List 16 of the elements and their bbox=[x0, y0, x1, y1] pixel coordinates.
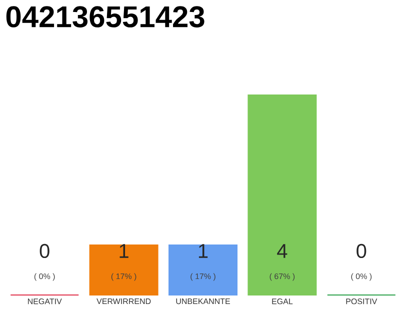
x-tick-label: POSITIV bbox=[346, 298, 378, 304]
data-label: 0 bbox=[356, 244, 366, 258]
annotation: ( 0% ) bbox=[351, 273, 372, 281]
x-tick-label: VERWIRREND bbox=[96, 298, 151, 304]
annotation: ( 17% ) bbox=[190, 273, 216, 281]
data-label: 1 bbox=[198, 244, 208, 258]
x-tick-label: EGAL bbox=[272, 298, 293, 304]
chart-title: 042136551423 bbox=[6, 6, 204, 28]
annotation: ( 17% ) bbox=[111, 273, 136, 281]
annotation: ( 0% ) bbox=[34, 273, 55, 281]
data-label: 0 bbox=[40, 244, 50, 258]
data-label: 4 bbox=[277, 244, 288, 258]
annotation: ( 67% ) bbox=[270, 273, 295, 281]
data-label: 1 bbox=[120, 244, 128, 258]
x-tick-label: NEGATIV bbox=[28, 298, 62, 304]
x-tick-label: UNBEKANNTE bbox=[176, 298, 230, 304]
